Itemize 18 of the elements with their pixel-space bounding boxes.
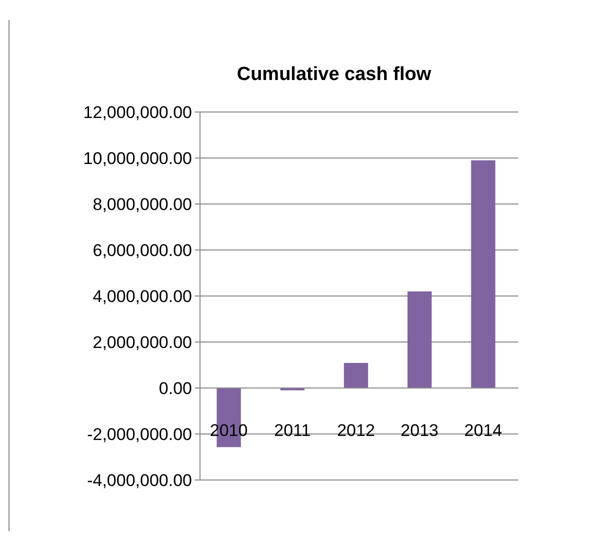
y-tick-label: 10,000,000.00 <box>83 148 192 168</box>
bar <box>408 291 432 388</box>
x-tick-label: 2013 <box>400 421 439 440</box>
y-tick-label: 2,000,000.00 <box>92 332 192 352</box>
x-tick-label: 2011 <box>274 421 311 440</box>
chart-title: Cumulative cash flow <box>236 64 432 85</box>
y-tick-label: 6,000,000.00 <box>92 240 192 260</box>
y-tick-label: -4,000,000.00 <box>87 470 192 490</box>
x-tick-label: 2010 <box>210 421 248 440</box>
bar <box>344 362 368 388</box>
x-tick-label: 2012 <box>337 421 375 440</box>
y-tick-label: 12,000,000.00 <box>83 102 192 122</box>
y-tick-label: 8,000,000.00 <box>92 194 192 214</box>
x-tick-label: 2014 <box>464 421 502 440</box>
y-tick-label: -2,000,000.00 <box>87 424 192 444</box>
y-tick-label: 0.00 <box>158 378 192 398</box>
y-tick-label: 4,000,000.00 <box>92 286 192 306</box>
bar <box>471 160 496 388</box>
